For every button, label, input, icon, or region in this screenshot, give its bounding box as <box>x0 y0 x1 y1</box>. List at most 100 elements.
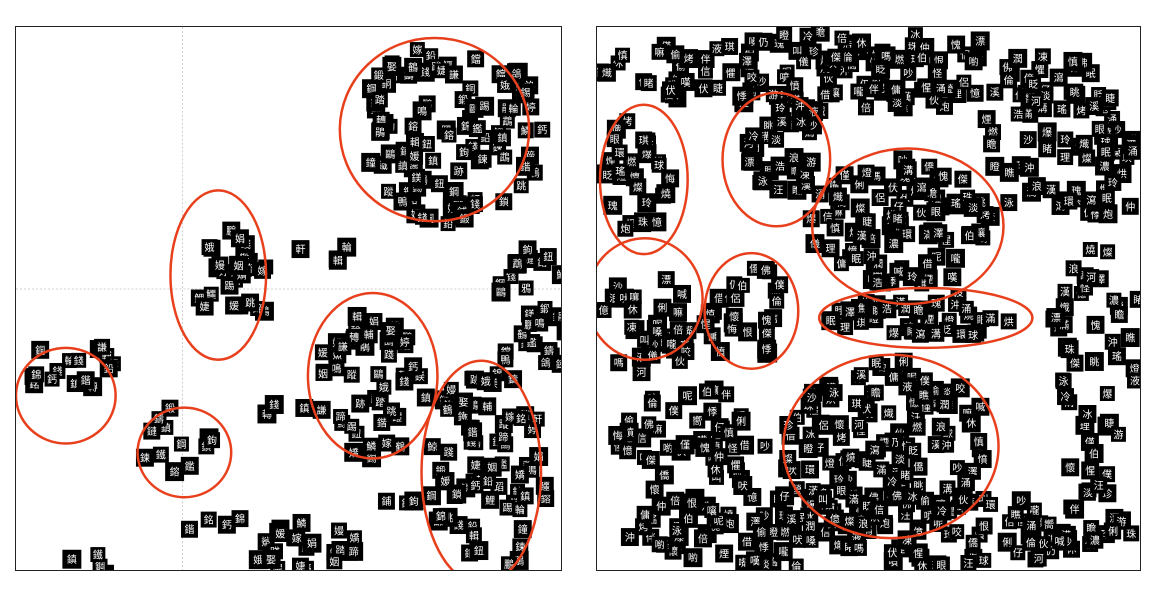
svg-text:踏: 踏 <box>375 93 385 106</box>
svg-text:鍊: 鍊 <box>140 452 150 465</box>
svg-text:嚷: 嚷 <box>830 86 840 99</box>
character-tile: 鍛 <box>371 67 387 83</box>
character-tile: 鉛 <box>480 473 496 490</box>
svg-text:涌: 涌 <box>961 477 971 489</box>
character-tile: 浩 <box>1010 106 1026 122</box>
svg-text:憤: 憤 <box>790 81 800 93</box>
svg-text:鍊: 鍊 <box>556 358 561 371</box>
character-tile: 娥 <box>201 239 218 256</box>
character-tile: 休 <box>961 413 981 433</box>
svg-text:借: 借 <box>923 259 933 271</box>
character-tile: 伯 <box>734 277 750 293</box>
embedding-scatter-right: 儀億伙俐休倍伴信伏仔借偷僑傭倫佛仍仲僕僅侶傑伯慎憤惺懼悸懷恨悔愧憶怪煙燒爆烤炮熾… <box>597 27 1140 570</box>
svg-text:燦: 燦 <box>1103 246 1113 259</box>
svg-text:眼: 眼 <box>1095 124 1105 136</box>
svg-text:錢: 錢 <box>417 211 427 224</box>
character-tile: 液 <box>709 41 725 57</box>
svg-text:轉: 轉 <box>262 408 272 421</box>
svg-text:煙: 煙 <box>719 548 729 560</box>
svg-text:瞧: 瞧 <box>1004 166 1014 179</box>
character-tile: 侶 <box>871 189 889 207</box>
character-tile: 婕 <box>195 297 214 316</box>
character-tile: 蹤 <box>381 183 397 199</box>
svg-text:轉: 轉 <box>376 114 386 127</box>
character-tile: 鵡 <box>497 149 513 165</box>
svg-text:惺: 惺 <box>1085 464 1095 477</box>
svg-text:咬: 咬 <box>952 526 962 539</box>
svg-text:鎂: 鎂 <box>524 308 534 321</box>
svg-text:傭: 傭 <box>640 508 650 521</box>
character-tile: 軒 <box>291 240 310 259</box>
character-tile: 悸 <box>732 86 752 106</box>
svg-text:錦: 錦 <box>31 368 41 381</box>
character-tile: 僑 <box>654 465 674 485</box>
character-tile: 仔 <box>1010 545 1026 561</box>
svg-text:鏈: 鏈 <box>524 253 534 266</box>
svg-text:球: 球 <box>979 554 989 567</box>
svg-text:嘆: 嘆 <box>750 554 760 567</box>
character-tile: 鉤 <box>404 491 424 511</box>
svg-text:悸: 悸 <box>762 343 772 356</box>
svg-text:鍛: 鍛 <box>460 213 470 226</box>
svg-text:踢: 踢 <box>347 421 357 433</box>
character-tile: 環 <box>611 144 628 161</box>
svg-text:悔: 悔 <box>727 323 737 336</box>
svg-text:眠: 眠 <box>1102 193 1112 205</box>
svg-text:冷: 冷 <box>1061 391 1071 404</box>
character-tile: 睫 <box>710 79 727 96</box>
character-tile: 眠 <box>1096 142 1115 161</box>
svg-text:蹄: 蹄 <box>525 150 535 163</box>
character-tile: 嗎 <box>876 46 896 66</box>
svg-text:溪: 溪 <box>856 370 866 382</box>
character-tile: 泳 <box>753 171 773 191</box>
svg-text:嫚: 嫚 <box>334 525 344 538</box>
svg-text:鈣: 鈣 <box>471 479 481 492</box>
svg-text:燒: 燒 <box>846 451 856 464</box>
character-tile: 冰 <box>791 112 811 132</box>
svg-text:鐘: 鐘 <box>366 156 376 169</box>
character-tile: 謙 <box>94 338 111 355</box>
character-tile: 煙 <box>977 110 996 129</box>
character-tile: 瞪 <box>985 156 1005 176</box>
character-tile: 瑰 <box>603 195 623 215</box>
svg-text:沖: 沖 <box>1024 161 1034 174</box>
character-tile: 沖 <box>620 528 639 547</box>
svg-text:娥: 娥 <box>205 242 215 254</box>
character-tile: 液 <box>1127 372 1140 389</box>
character-tile: 珠 <box>633 212 652 231</box>
embedding-panel-left: 鈣鍇銘錦銅鉛錢鍛鏈鋼鐵鎮鋪鎖鍊鉤鑄鑑鎔鈕錫鐘鐺鎂鵑鶴鴿鷗鵡鴨鵬鳴鴉鯨鯉鱗鱷鯊蹤躍… <box>15 26 562 571</box>
svg-text:鳴: 鳴 <box>535 317 545 330</box>
character-tile: 侶 <box>956 74 972 90</box>
character-tile: 鶴 <box>404 57 423 76</box>
character-tile: 浪 <box>931 417 950 436</box>
svg-text:鱗: 鱗 <box>297 517 307 530</box>
character-tile: 燃 <box>908 418 926 436</box>
character-tile: 球 <box>976 552 992 568</box>
character-tile: 眨 <box>599 167 616 183</box>
character-tile: 愧 <box>758 311 775 329</box>
svg-text:婕: 婕 <box>471 459 481 472</box>
svg-text:倫: 倫 <box>647 397 657 410</box>
character-tile: 漂 <box>970 31 990 51</box>
svg-text:錢: 錢 <box>420 66 430 79</box>
character-tile: 冷 <box>932 501 952 521</box>
character-tile: 借 <box>817 86 834 103</box>
character-tile: 鉤 <box>518 240 537 259</box>
svg-text:鎮: 鎮 <box>428 155 438 168</box>
character-tile: 睹 <box>640 75 657 92</box>
svg-text:溝: 溝 <box>943 482 953 495</box>
character-tile: 僅 <box>675 435 695 455</box>
svg-text:鍇: 鍇 <box>81 374 91 387</box>
svg-text:嬌: 嬌 <box>515 469 525 482</box>
character-tile: 傑 <box>827 48 845 66</box>
svg-text:伯: 伯 <box>965 230 975 243</box>
svg-text:僅: 僅 <box>680 439 690 452</box>
svg-text:瞻: 瞻 <box>815 27 825 39</box>
character-tile: 睫 <box>1101 89 1119 107</box>
svg-text:鐵: 鐵 <box>156 449 166 462</box>
character-tile: 喲 <box>683 548 703 568</box>
svg-text:咬: 咬 <box>747 71 757 84</box>
character-tile: 懷 <box>725 307 743 325</box>
svg-text:惺: 惺 <box>921 81 931 94</box>
character-tile: 瑤 <box>1053 100 1071 118</box>
